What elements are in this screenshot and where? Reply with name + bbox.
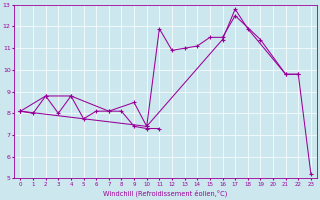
- X-axis label: Windchill (Refroidissement éolien,°C): Windchill (Refroidissement éolien,°C): [103, 190, 228, 197]
